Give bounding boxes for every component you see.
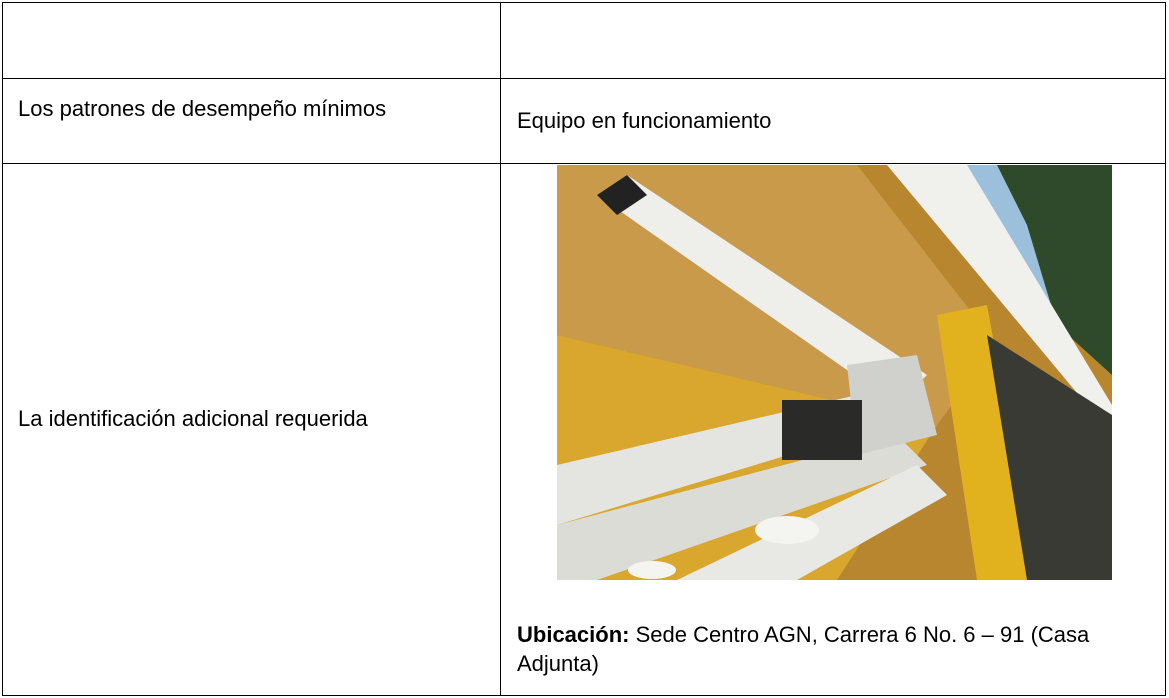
- border: [1165, 2, 1166, 696]
- border: [2, 78, 1166, 79]
- row-value: Equipo en funcionamiento: [517, 108, 772, 133]
- border: [2, 695, 1166, 696]
- photo: [557, 165, 1112, 580]
- border: [2, 2, 3, 696]
- row-label: Los patrones de desempeño mínimos: [18, 96, 387, 121]
- border: [2, 2, 1166, 3]
- caption-label: Ubicación:: [517, 622, 630, 647]
- caption: Ubicación: Sede Centro AGN, Carrera 6 No…: [517, 620, 1147, 678]
- border: [2, 163, 1166, 164]
- border: [500, 2, 501, 696]
- row-label: La identificación adicional requerida: [18, 406, 368, 431]
- caption-text: Sede Centro AGN, Carrera 6 No. 6 – 91 (C…: [517, 622, 1090, 676]
